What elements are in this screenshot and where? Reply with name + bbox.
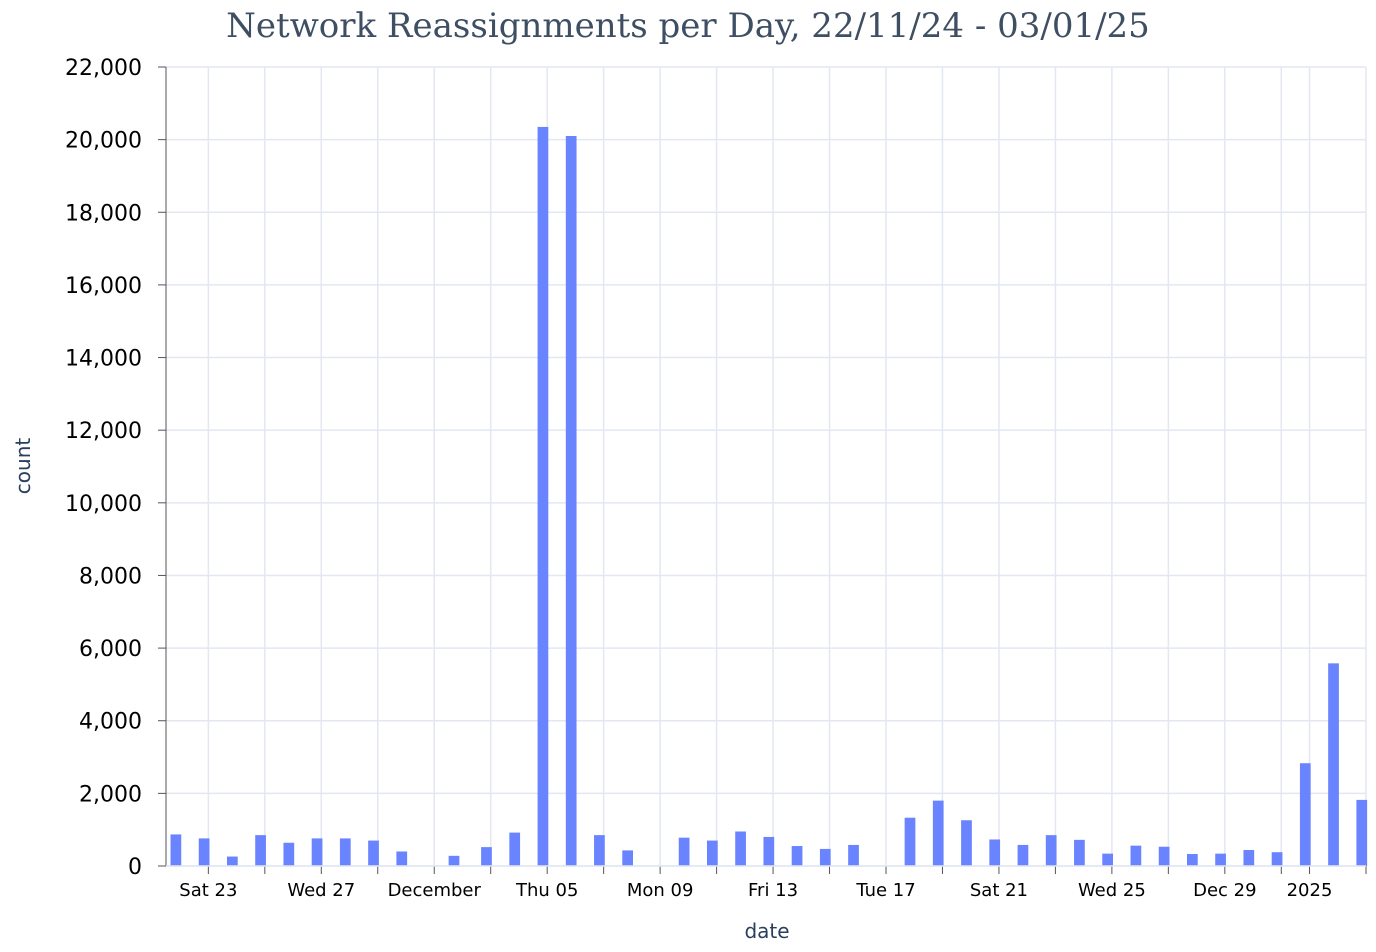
bar <box>565 136 577 867</box>
bar <box>368 840 379 866</box>
bar <box>1328 663 1339 866</box>
bar <box>283 842 295 866</box>
y-axis-label: count <box>11 438 35 495</box>
bar <box>1158 846 1170 866</box>
y-tick-label: 2,000 <box>79 782 142 807</box>
x-tick-label: Mon 09 <box>627 880 694 901</box>
bar <box>339 838 351 866</box>
bar <box>819 848 831 866</box>
y-tick-label: 14,000 <box>65 347 142 372</box>
x-tick-label: December <box>388 880 482 901</box>
bar <box>622 850 634 866</box>
x-tick-label: Wed 27 <box>287 880 355 901</box>
bar <box>255 835 266 866</box>
x-tick-label: 2025 <box>1287 880 1333 901</box>
bar <box>1271 852 1283 866</box>
y-tick-label: 0 <box>128 855 142 880</box>
bar <box>961 820 972 866</box>
bar <box>1074 839 1085 866</box>
y-tick-label: 20,000 <box>65 129 142 154</box>
grid <box>166 66 1367 867</box>
y-tick-label: 12,000 <box>65 419 142 444</box>
bar <box>848 844 859 866</box>
bar <box>763 836 775 866</box>
bar <box>1017 844 1029 866</box>
y-tick-label: 6,000 <box>79 637 142 662</box>
bar <box>1045 835 1057 866</box>
bar <box>1243 850 1255 866</box>
bar <box>904 817 916 866</box>
bar <box>509 832 521 866</box>
x-tick-label: Thu 05 <box>515 880 578 901</box>
x-tick-label: Fri 13 <box>748 880 798 901</box>
x-tick-label: Wed 25 <box>1078 880 1146 901</box>
x-tick-label: Sat 23 <box>179 880 237 901</box>
bar <box>735 831 746 866</box>
bar <box>311 838 323 866</box>
bar <box>1102 853 1114 866</box>
axes <box>158 66 1367 874</box>
bar <box>448 855 460 866</box>
chart-title: Network Reassignments per Day, 22/11/24 … <box>226 6 1150 46</box>
bar <box>706 840 718 866</box>
tick-labels: 0 2,000 4,000 6,000 8,000 10,000 12,000 14,000 1… <box>65 56 1332 901</box>
bar <box>1299 763 1311 866</box>
bar <box>932 800 944 866</box>
bar <box>1215 853 1226 866</box>
bar <box>198 838 210 866</box>
bar <box>170 834 182 866</box>
bar <box>1130 845 1142 866</box>
bar <box>791 846 803 866</box>
bar <box>1356 799 1368 866</box>
bar <box>678 837 690 866</box>
bar <box>1186 854 1198 866</box>
bar <box>989 839 1001 866</box>
y-tick-label: 8,000 <box>79 564 142 589</box>
y-tick-label: 18,000 <box>65 201 142 226</box>
y-tick-label: 10,000 <box>65 492 142 517</box>
bar <box>396 851 408 866</box>
x-tick-label: Tue 17 <box>855 880 915 901</box>
x-axis-label: date <box>744 919 789 943</box>
x-tick-label: Sat 21 <box>970 880 1028 901</box>
y-tick-label: 4,000 <box>79 710 142 735</box>
x-tick-label: Dec 29 <box>1193 880 1256 901</box>
bar <box>537 126 549 867</box>
bar <box>481 847 492 866</box>
bar <box>594 835 605 866</box>
bar <box>226 856 238 866</box>
bars <box>170 126 1368 867</box>
y-tick-label: 22,000 <box>65 56 142 81</box>
y-tick-label: 16,000 <box>65 274 142 299</box>
